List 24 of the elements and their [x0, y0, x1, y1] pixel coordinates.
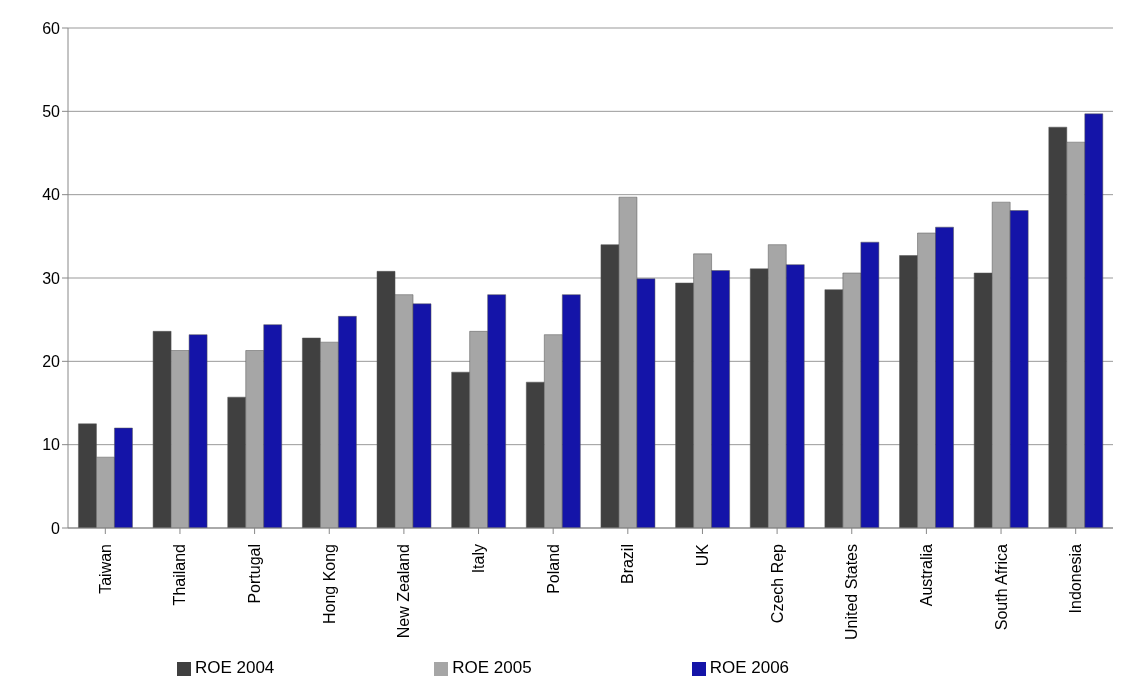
- x-tick-label: New Zealand: [395, 544, 413, 639]
- x-tick-label: Portugal: [246, 544, 264, 604]
- x-tick-label: Poland: [544, 544, 562, 594]
- y-tick-label: 30: [42, 269, 61, 287]
- y-tick-label: 60: [42, 19, 61, 37]
- x-tick-label: Hong Kong: [320, 544, 338, 625]
- y-tick-label: 40: [42, 186, 61, 204]
- y-tick-label: 50: [42, 103, 61, 121]
- x-tick-label: Brazil: [619, 544, 637, 585]
- x-tick-label: UK: [693, 543, 711, 567]
- x-tick-label: South Africa: [992, 543, 1010, 631]
- y-tick-label: 10: [42, 436, 61, 454]
- x-tick-label: Czech Rep: [768, 543, 786, 624]
- x-tick-label: Italy: [470, 544, 488, 574]
- legend-label: ROE 2005: [452, 658, 532, 677]
- x-tick-label: United States: [843, 544, 861, 641]
- legend-label: ROE 2004: [194, 658, 275, 677]
- x-tick-label: Indonesia: [1067, 543, 1085, 614]
- y-tick-label: 0: [51, 519, 61, 537]
- x-tick-label: Thailand: [171, 544, 189, 606]
- legend-label: ROE 2006: [709, 658, 790, 677]
- x-tick-label: Taiwan: [96, 544, 114, 594]
- x-tick-label: Australia: [917, 543, 935, 607]
- y-tick-label: 20: [42, 353, 61, 371]
